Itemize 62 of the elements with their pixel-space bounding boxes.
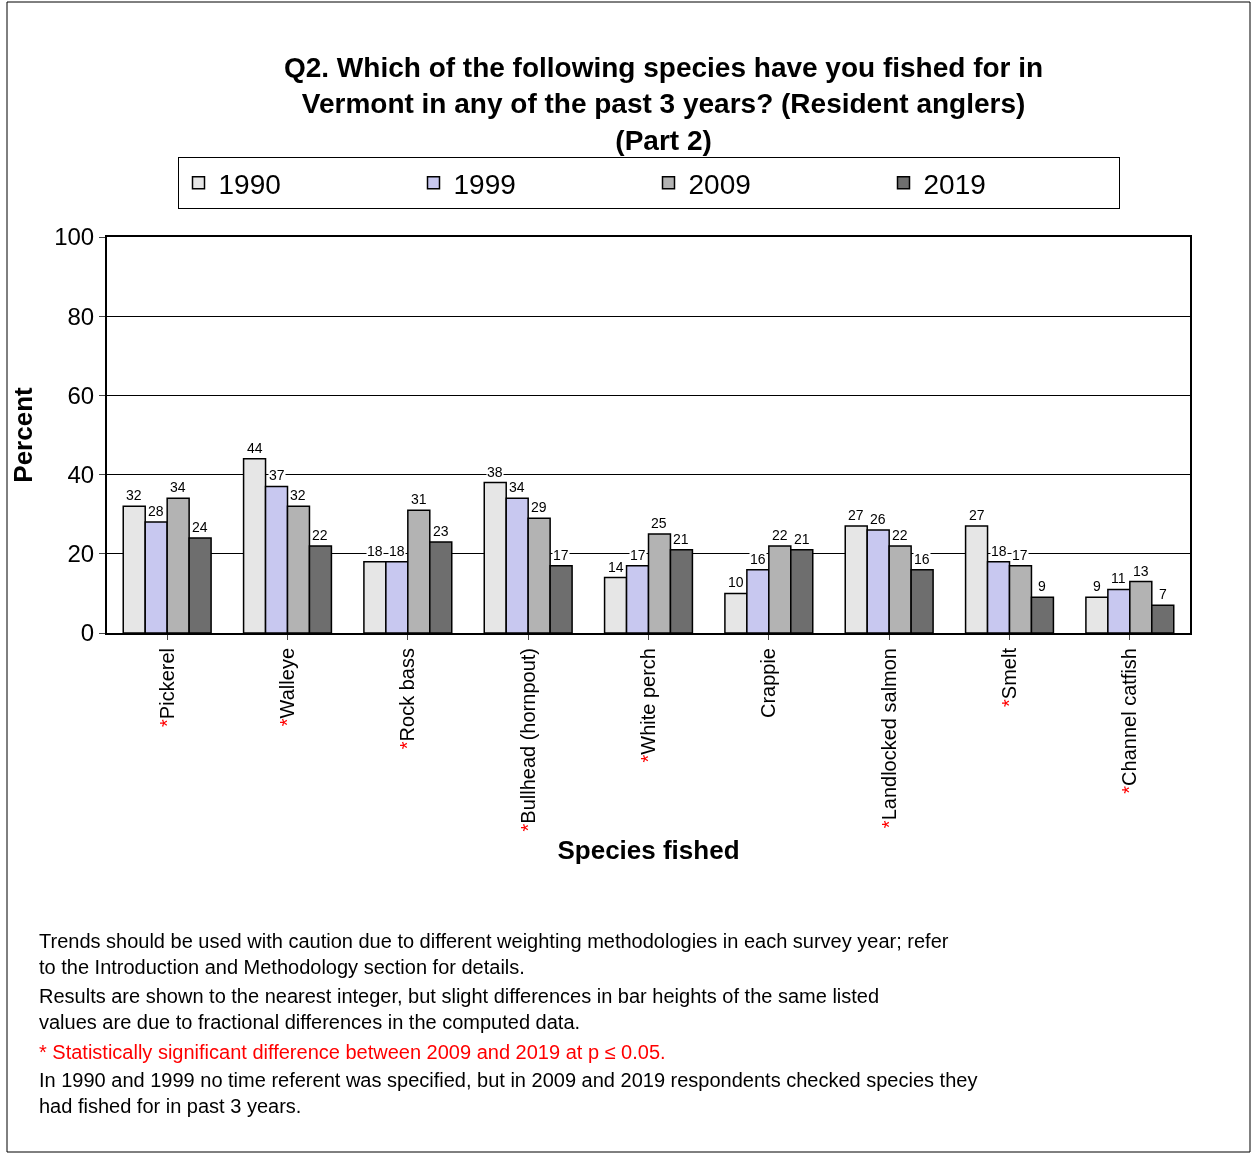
- x-tick-label: *Channel catfish: [1118, 648, 1141, 794]
- data-label: 18: [991, 543, 1007, 559]
- data-label: 14: [608, 559, 624, 575]
- data-label: 29: [531, 499, 547, 515]
- data-label: 28: [148, 503, 164, 519]
- data-label: 34: [509, 479, 525, 495]
- legend-label: 2009: [688, 168, 751, 200]
- x-tick-label: *White perch: [637, 648, 659, 763]
- data-label: 22: [772, 527, 788, 543]
- data-label: 27: [848, 507, 864, 523]
- x-tick-label: *Smelt: [998, 647, 1020, 707]
- data-label: 23: [433, 523, 449, 539]
- x-tick-label: *Rock bass: [396, 648, 419, 750]
- data-label: 32: [126, 487, 142, 503]
- data-label: 32: [290, 487, 306, 503]
- y-axis-title: Percent: [8, 386, 39, 483]
- data-label: 11: [1111, 570, 1126, 586]
- x-tick-label: *Landlocked salmon: [877, 648, 900, 829]
- data-label: 17: [630, 547, 646, 563]
- y-tick-label: 80: [67, 302, 95, 330]
- data-label: 17: [1012, 547, 1028, 563]
- y-tick-label: 60: [67, 381, 95, 409]
- legend-label: 1999: [453, 168, 516, 200]
- text: Trends should be used with caution due to different weighting methodologies in each survey year; refer to the Introduction and Methodology section for details.: [39, 930, 949, 978]
- data-label: 18: [389, 543, 405, 559]
- data-label: 13: [1133, 563, 1149, 579]
- x-tick-label: *Pickerel: [155, 648, 178, 727]
- x-tick-label: Crappie: [757, 648, 780, 719]
- data-label: 18: [367, 543, 383, 559]
- data-label: 17: [553, 547, 569, 563]
- y-tick-label: 100: [54, 223, 95, 251]
- text: In 1990 and 1999 no time referent was specified, but in 2009 and 2019 respondents checked species they had fished for in past 3 years.: [39, 1069, 978, 1117]
- data-label: 16: [914, 551, 930, 567]
- legend-label: 2019: [923, 168, 986, 200]
- y-tick-label: 20: [67, 540, 95, 568]
- data-label: 44: [247, 440, 263, 456]
- data-label: 25: [651, 515, 667, 531]
- data-label: 27: [969, 507, 985, 523]
- data-label: 24: [192, 519, 208, 535]
- text: * Statistically significant difference between 2009 and 2019 at p ≤ 0.05.: [39, 1041, 666, 1063]
- data-label: 37: [269, 467, 285, 483]
- data-label: 16: [750, 551, 766, 567]
- y-tick-label: 40: [67, 461, 95, 488]
- data-label: 34: [170, 479, 186, 495]
- chart-title: Q2. Which of the following species have you fished for in Vermont in any of the past 3 years? (Resident anglers) (Part 2): [283, 52, 1044, 156]
- data-label: 21: [794, 531, 810, 547]
- data-label: 26: [870, 511, 886, 527]
- data-label: 22: [312, 527, 328, 543]
- y-tick-label: 0: [80, 619, 95, 647]
- x-axis-title: Species fished: [557, 834, 740, 865]
- data-label: 9: [1093, 578, 1101, 594]
- data-label: 7: [1159, 586, 1167, 602]
- data-label: 22: [892, 527, 908, 543]
- x-tick-label: *Walleye: [276, 648, 298, 727]
- data-label: 9: [1038, 578, 1046, 594]
- legend-label: 1990: [218, 168, 281, 200]
- x-tick-label: *Bullhead (hornpout): [516, 648, 539, 832]
- data-label: 38: [487, 464, 503, 480]
- data-label: 31: [411, 491, 427, 507]
- data-label: 21: [673, 531, 689, 547]
- data-label: 10: [728, 574, 744, 590]
- text: Results are shown to the nearest integer, but slight differences in bar heights of the same listed values are due to fractional differences in the computed data.: [39, 985, 880, 1033]
